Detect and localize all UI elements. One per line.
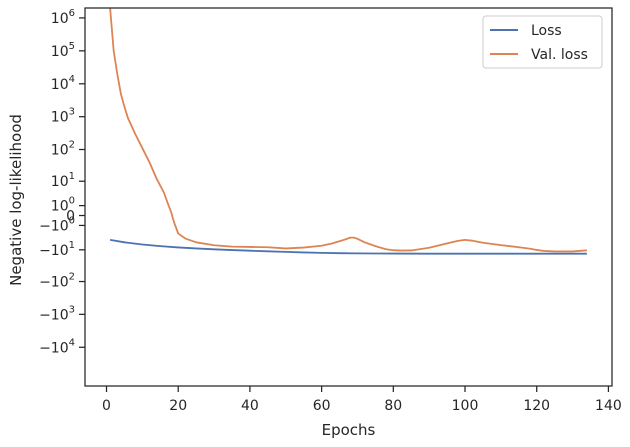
plot-frame — [84, 7, 613, 387]
tick-layer: 0 20 40 60 80 100 120 1401061051041031021011000… — [39, 8, 622, 414]
y-tick-label: 106 — [51, 8, 75, 27]
x-tick-label: 20 — [169, 398, 187, 414]
y-tick-label: 0 — [66, 209, 75, 225]
x-tick-label: 120 — [523, 398, 550, 414]
y-tick-label: 104 — [51, 74, 75, 93]
series-line-val-loss — [109, 8, 587, 253]
y-tick-label: 103 — [51, 107, 75, 126]
y-tick-label: −102 — [39, 272, 75, 291]
y-tick-label: 102 — [51, 140, 75, 159]
series-layer — [109, 8, 587, 255]
legend: Loss Val. loss — [482, 15, 603, 69]
y-tick-label: 100 — [51, 196, 75, 215]
legend-label-loss: Loss — [531, 23, 562, 39]
x-tick-label: 80 — [384, 398, 402, 414]
series-line-loss — [109, 239, 587, 255]
y-tick-label: −104 — [39, 337, 75, 356]
x-tick-label: 140 — [595, 398, 622, 414]
y-tick-label: 105 — [51, 41, 75, 60]
y-tick-label: −100 — [39, 215, 75, 234]
x-axis-label: Epochs — [322, 421, 376, 439]
y-tick-label: −103 — [39, 304, 75, 323]
y-tick-label: 101 — [51, 171, 75, 190]
x-tick-label: 0 — [102, 398, 111, 414]
y-axis-label: Negative log-likelihood — [7, 114, 25, 286]
y-tick-label: −101 — [39, 240, 75, 259]
x-tick-label: 100 — [452, 398, 479, 414]
x-tick-label: 60 — [313, 398, 331, 414]
legend-label-val-loss: Val. loss — [531, 47, 588, 63]
x-tick-label: 40 — [241, 398, 259, 414]
